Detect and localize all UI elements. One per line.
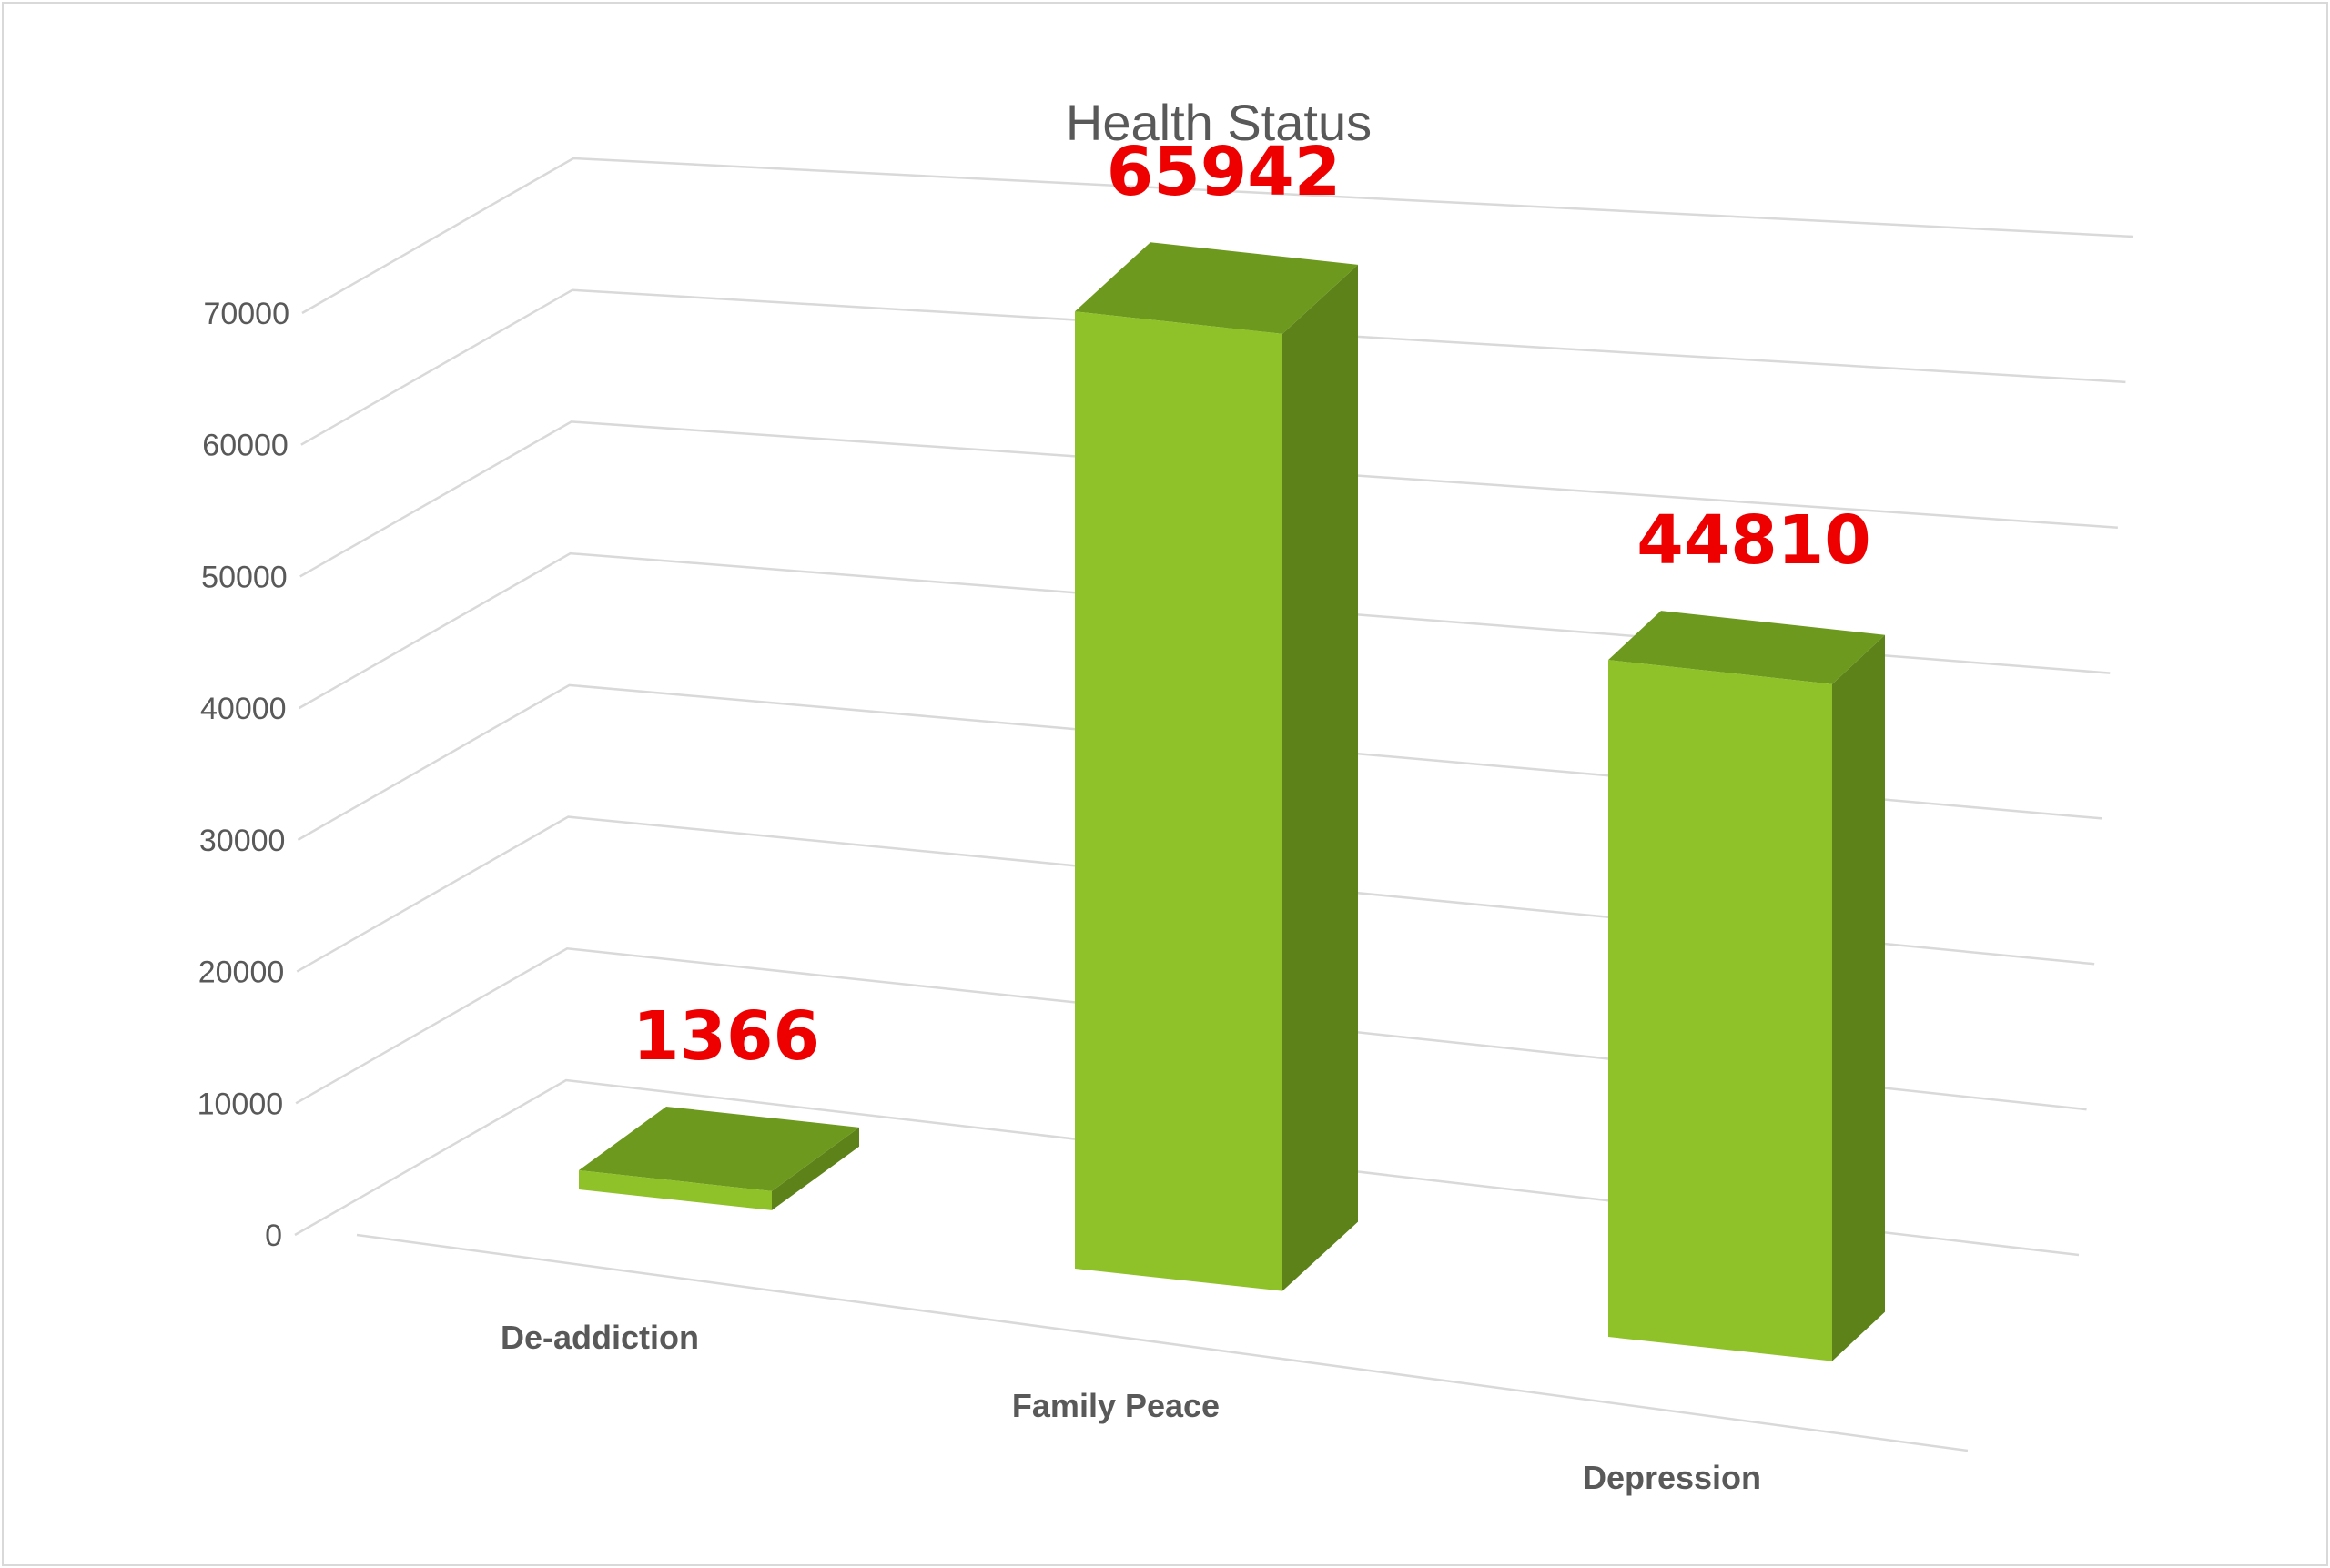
gridline xyxy=(301,157,2134,315)
bar-family-peace-side xyxy=(1282,264,1358,1291)
y-tick-label: 20000 xyxy=(198,956,285,990)
y-tick-label: 40000 xyxy=(200,692,287,726)
gridlines xyxy=(294,157,2134,1452)
bar-depression-side xyxy=(1832,634,1885,1361)
gridline xyxy=(297,683,2102,841)
gridline xyxy=(294,1078,2080,1257)
chart-canvas: 0 10000 20000 30000 40000 50000 60000 70000 De-… xyxy=(198,94,2134,1496)
data-labels: 1366 65942 44810 xyxy=(633,133,1871,1076)
bar-family-peace xyxy=(1075,311,1282,1291)
bar-de-addiction xyxy=(579,1169,772,1210)
y-tick-label: 10000 xyxy=(198,1087,284,1121)
gridline xyxy=(296,815,2095,973)
data-label: 65942 xyxy=(1107,133,1341,211)
y-tick-label: 70000 xyxy=(203,297,289,331)
x-category-label: Family Peace xyxy=(1012,1387,1220,1424)
bar-depression-top xyxy=(1608,611,1885,684)
gridline xyxy=(299,420,2118,578)
x-category-label: De-addiction xyxy=(501,1319,699,1356)
y-tick-label: 0 xyxy=(265,1219,282,1253)
bar-family-peace-top xyxy=(1075,242,1358,334)
bar-de-addiction-top xyxy=(579,1106,859,1191)
data-label: 44810 xyxy=(1636,501,1870,580)
x-axis-category-labels: De-addiction Family Peace Depression xyxy=(501,1319,1761,1496)
y-tick-label: 30000 xyxy=(199,824,286,858)
y-tick-label: 50000 xyxy=(201,560,288,594)
chart-title: Health Status xyxy=(1066,94,1372,151)
data-label: 1366 xyxy=(633,997,820,1076)
bar-de-addiction-side xyxy=(772,1127,859,1210)
bars xyxy=(579,242,1885,1361)
gridline xyxy=(300,288,2126,446)
y-axis-tick-labels: 0 10000 20000 30000 40000 50000 60000 70000 xyxy=(198,297,289,1253)
x-category-label: Depression xyxy=(1583,1459,1761,1496)
bar-depression xyxy=(1608,660,1832,1361)
gridline xyxy=(298,551,2111,710)
gridline xyxy=(295,947,2087,1111)
y-tick-label: 60000 xyxy=(202,429,289,463)
floor-front-edge xyxy=(356,1233,1969,1452)
